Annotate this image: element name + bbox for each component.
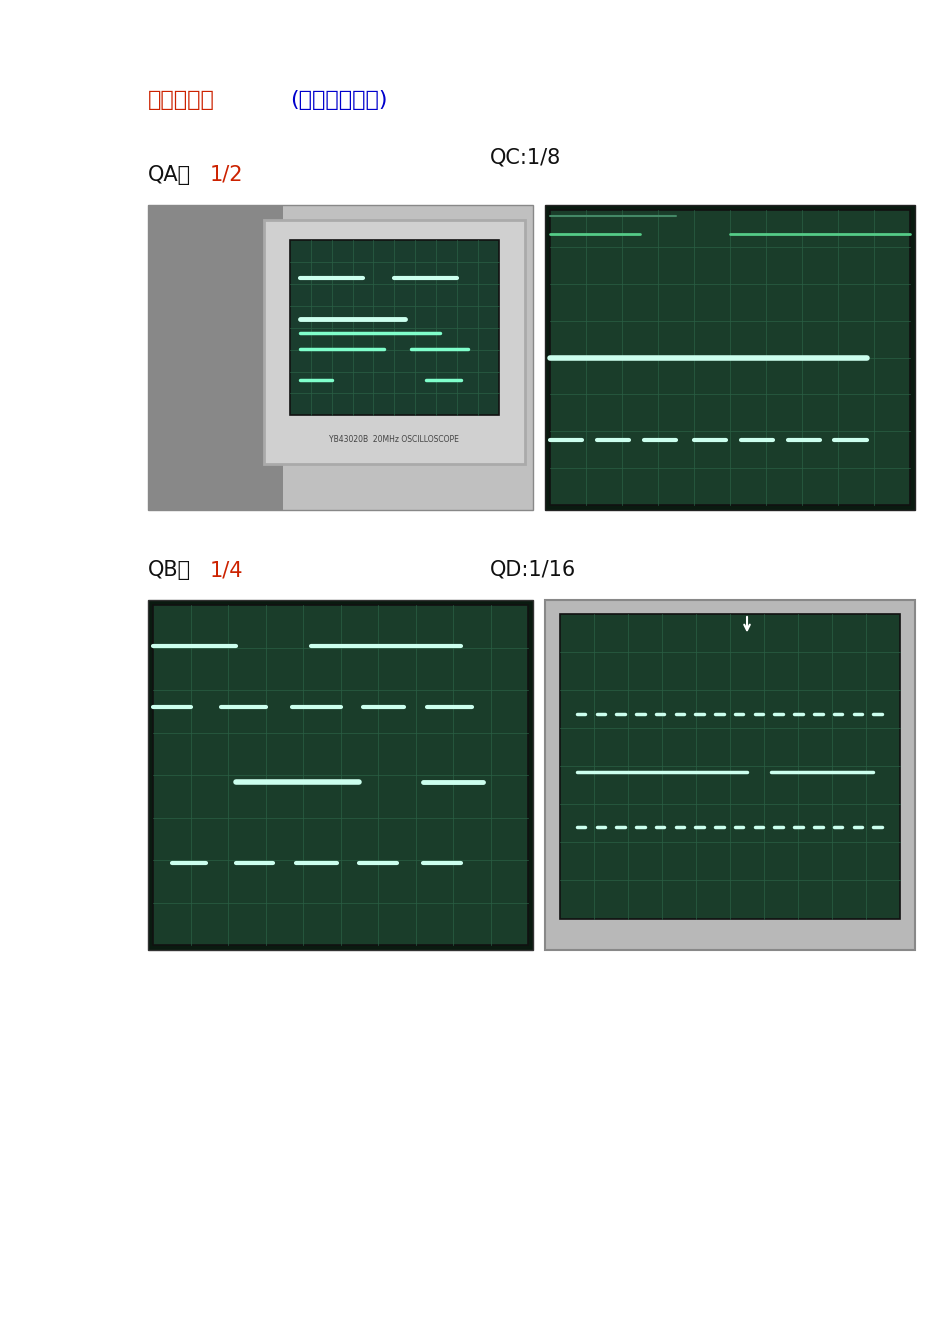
Bar [549, 210, 909, 505]
Text: 1/4: 1/4 [210, 560, 244, 580]
Bar [545, 205, 914, 509]
Bar [545, 600, 914, 951]
Bar [148, 205, 282, 509]
Text: QD:1/16: QD:1/16 [490, 560, 576, 580]
Text: (十进制计数器): (十进制计数器) [290, 90, 387, 110]
Bar [290, 239, 498, 416]
Bar [153, 606, 528, 945]
Text: 1/2: 1/2 [210, 164, 244, 185]
Bar [148, 205, 532, 509]
Bar [148, 600, 532, 951]
Bar [559, 614, 900, 919]
Text: QC:1/8: QC:1/8 [490, 148, 561, 168]
Text: 实验结果：: 实验结果： [148, 90, 214, 110]
Text: QB：: QB： [148, 560, 191, 580]
Text: YB43020B  20MHz OSCILLOSCOPE: YB43020B 20MHz OSCILLOSCOPE [329, 435, 459, 444]
Text: QA：: QA： [148, 164, 191, 185]
Bar [263, 221, 525, 464]
